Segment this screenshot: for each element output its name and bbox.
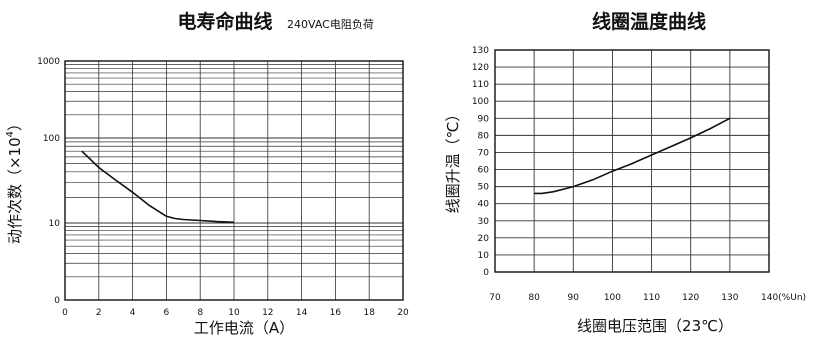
right-x-tick-label: 100 <box>604 293 621 303</box>
right-y-tick-label: 100 <box>472 97 489 107</box>
left-x-tick-label: 20 <box>397 308 409 318</box>
left-plot-frame <box>64 60 404 301</box>
left-x-tick-label: 18 <box>363 308 375 318</box>
right-grid <box>494 49 770 273</box>
left-life-curve <box>81 150 235 224</box>
left-y-tick-label: 0 <box>54 296 60 306</box>
right-x-tick-label: 120 <box>682 293 699 303</box>
svg-text:动作次数（×104）: 动作次数（×104） <box>5 116 24 244</box>
right-y-tick-label: 30 <box>478 217 490 227</box>
left-x-tick-label: 4 <box>130 308 136 318</box>
right-x-tick-label: 140(%Un) <box>761 293 806 303</box>
right-tick-labels: 70 80 90 100 110 120 130 140(%Un) 0 10 20 30 40 50 60 7… <box>472 46 806 303</box>
right-chart-title: 线圈温度曲线 <box>592 10 706 33</box>
left-y-axis-exponent: 4 <box>5 131 16 137</box>
right-y-tick-label: 0 <box>483 268 489 278</box>
right-x-tick-label: 90 <box>568 293 580 303</box>
right-x-tick-label: 110 <box>643 293 660 303</box>
left-chart-title: 电寿命曲线 <box>177 10 272 33</box>
right-x-tick-label: 80 <box>528 293 540 303</box>
right-y-tick-label: 90 <box>478 114 490 124</box>
left-x-axis-label: 工作电流（A） <box>194 319 294 337</box>
left-x-tick-label: 0 <box>62 308 68 318</box>
left-y-axis-label-group: 动作次数（×104） <box>5 116 24 244</box>
left-y-axis-label: 动作次数（×10 <box>6 137 24 244</box>
right-temperature-curve <box>534 117 731 195</box>
right-y-tick-label: 110 <box>472 80 489 90</box>
left-x-tick-label: 16 <box>330 308 342 318</box>
left-y-tick-label: 100 <box>43 134 60 144</box>
left-grid <box>64 60 404 301</box>
right-y-tick-label: 40 <box>478 200 490 210</box>
right-x-tick-label: 70 <box>489 293 501 303</box>
left-x-tick-label: 14 <box>296 308 308 318</box>
left-y-tick-label: 1000 <box>37 57 60 67</box>
right-y-tick-label: 50 <box>478 183 490 193</box>
left-x-tick-label: 6 <box>164 308 170 318</box>
left-tick-labels: 0 2 4 6 8 10 12 14 16 18 20 0 10 100 1000 <box>37 57 409 318</box>
right-y-tick-label: 130 <box>472 46 489 56</box>
left-y-tick-label: 10 <box>49 219 61 229</box>
right-y-tick-label: 20 <box>478 234 490 244</box>
right-y-tick-label: 120 <box>472 63 489 73</box>
left-x-tick-label: 8 <box>197 308 203 318</box>
right-plot-frame <box>494 49 770 273</box>
right-x-axis-label: 线圈电压范围（23℃） <box>577 317 733 335</box>
right-y-tick-label: 60 <box>478 166 490 176</box>
left-y-axis-label-close: ） <box>6 116 24 131</box>
coil-temperature-chart: 线圈温度曲线 70 80 90 100 110 120 130 140(%Un) 0 10 20 30… <box>444 10 806 335</box>
left-chart-subtitle: 240VAC电阻负荷 <box>287 17 374 31</box>
left-x-tick-label: 2 <box>96 308 102 318</box>
right-y-axis-label: 线圈升温（℃） <box>444 107 462 214</box>
left-x-tick-label: 12 <box>262 308 273 318</box>
right-y-tick-label: 10 <box>478 251 490 261</box>
left-x-tick-label: 10 <box>228 308 240 318</box>
electrical-life-chart: 电寿命曲线 240VAC电阻负荷 0 2 4 6 8 10 12 14 16 18 20 0 10 100… <box>5 10 409 337</box>
right-y-tick-label: 80 <box>478 131 490 141</box>
right-y-tick-label: 70 <box>478 148 490 158</box>
right-x-tick-label: 130 <box>721 293 738 303</box>
